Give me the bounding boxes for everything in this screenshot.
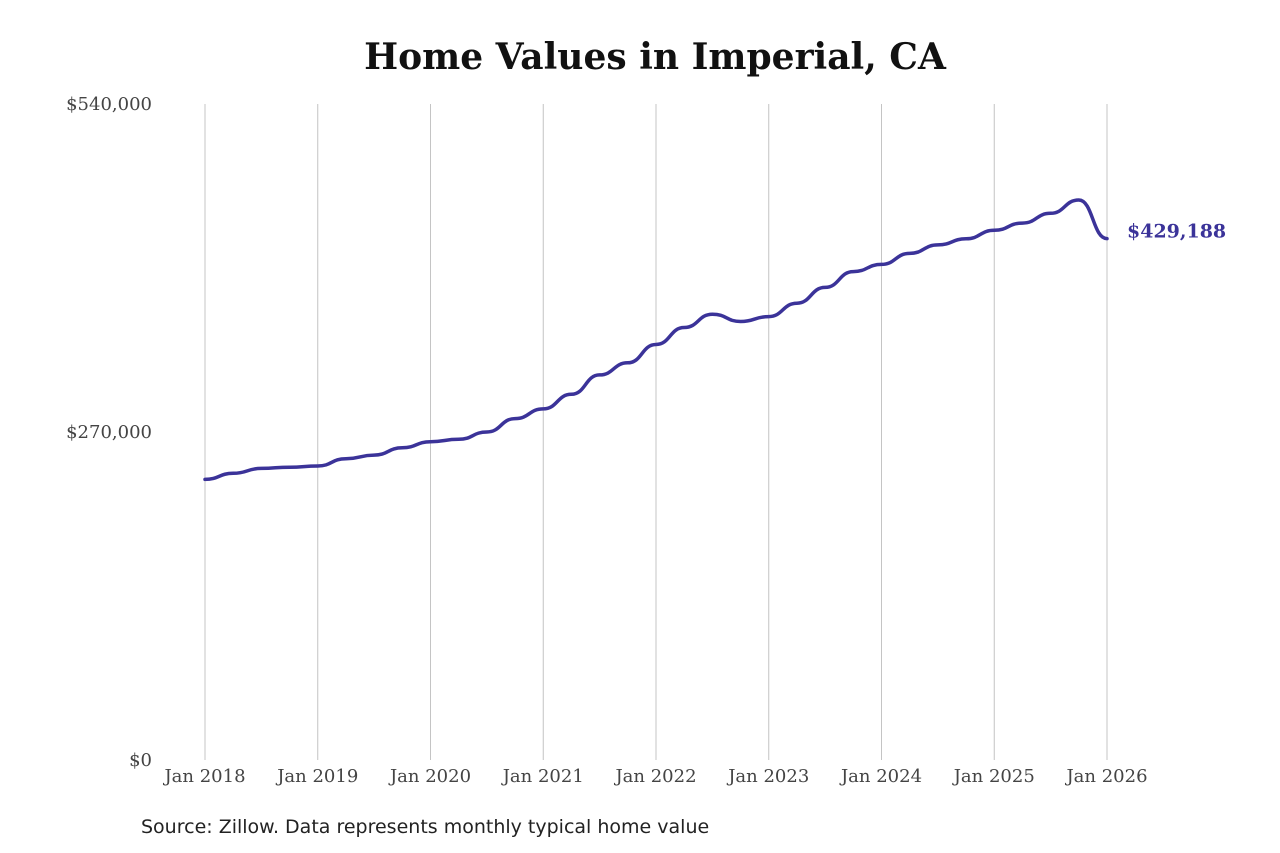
x-tick-label: Jan 2019 — [275, 766, 358, 787]
y-tick-label: $0 — [129, 750, 152, 771]
series-line — [203, 198, 1109, 482]
x-tick-label: Jan 2018 — [162, 766, 245, 787]
y-tick-label: $270,000 — [66, 422, 152, 443]
x-tick-label: Jan 2025 — [952, 766, 1035, 787]
x-tick-label: Jan 2021 — [501, 766, 584, 787]
x-tick-label: Jan 2024 — [839, 766, 922, 787]
y-tick-label: $540,000 — [66, 94, 152, 115]
source-note: Source: Zillow. Data represents monthly … — [141, 816, 710, 838]
x-tick-label: Jan 2022 — [613, 766, 696, 787]
chart-title: Home Values in Imperial, CA — [364, 36, 946, 78]
end-value-label: $429,188 — [1127, 221, 1226, 243]
x-tick-label: Jan 2023 — [726, 766, 809, 787]
x-tick-label: Jan 2026 — [1064, 766, 1147, 787]
x-tick-label: Jan 2020 — [388, 766, 471, 787]
